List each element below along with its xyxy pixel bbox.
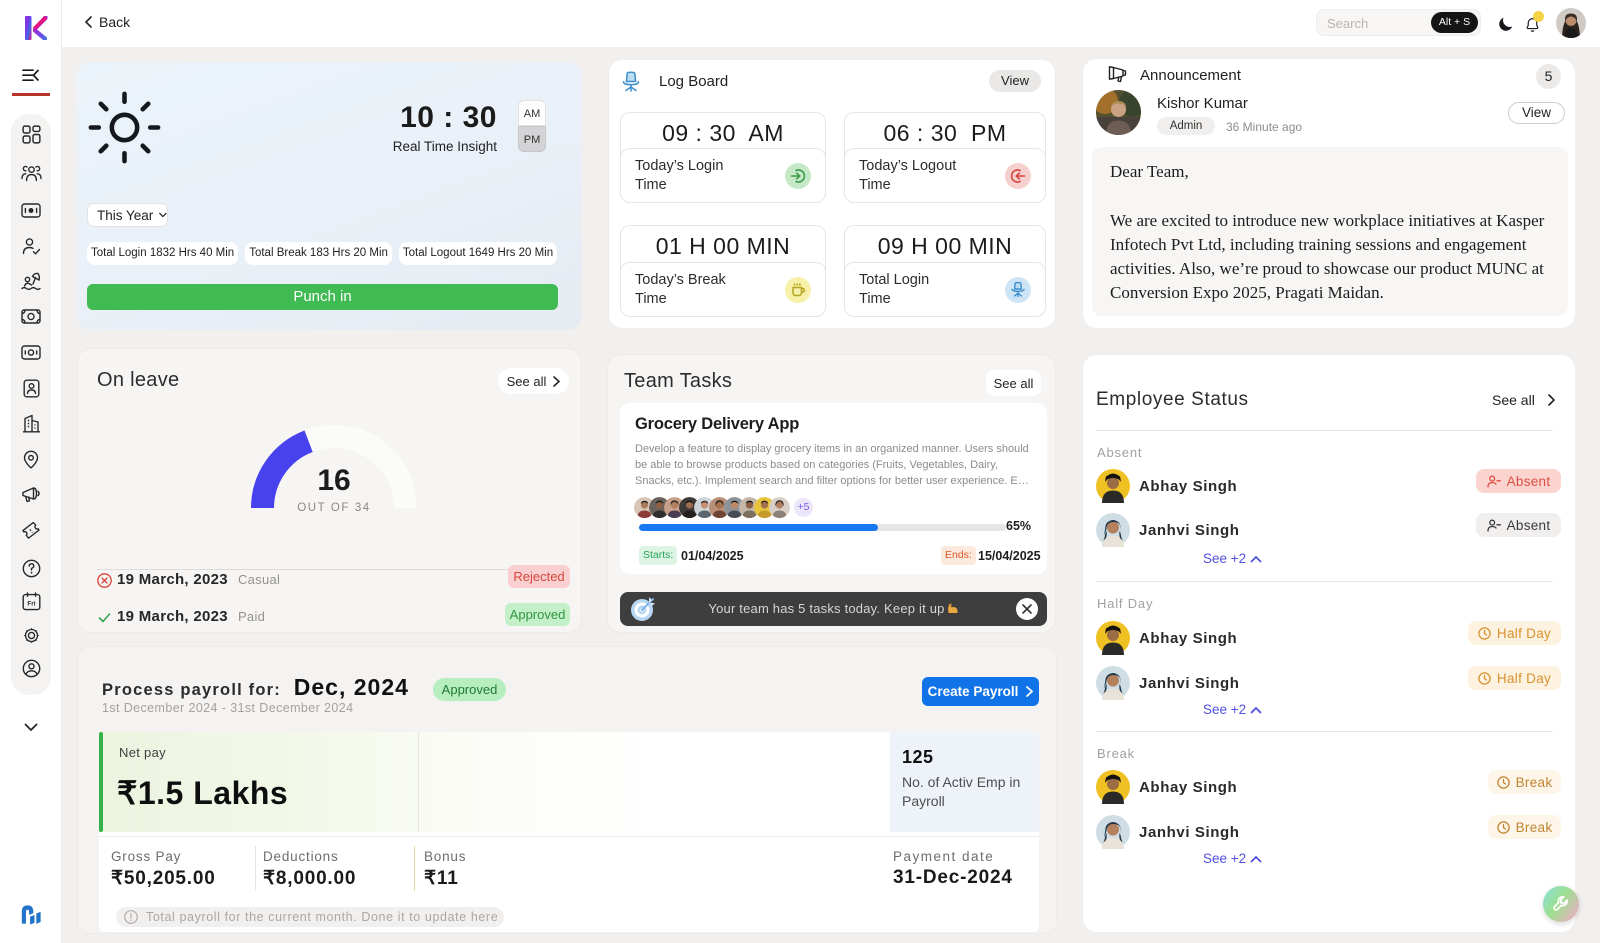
svg-text:Fri: Fri — [27, 600, 35, 607]
